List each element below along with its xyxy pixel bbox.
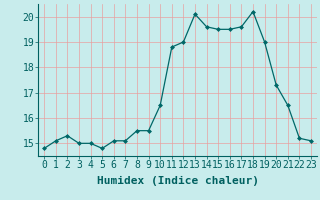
X-axis label: Humidex (Indice chaleur): Humidex (Indice chaleur) — [97, 176, 259, 186]
